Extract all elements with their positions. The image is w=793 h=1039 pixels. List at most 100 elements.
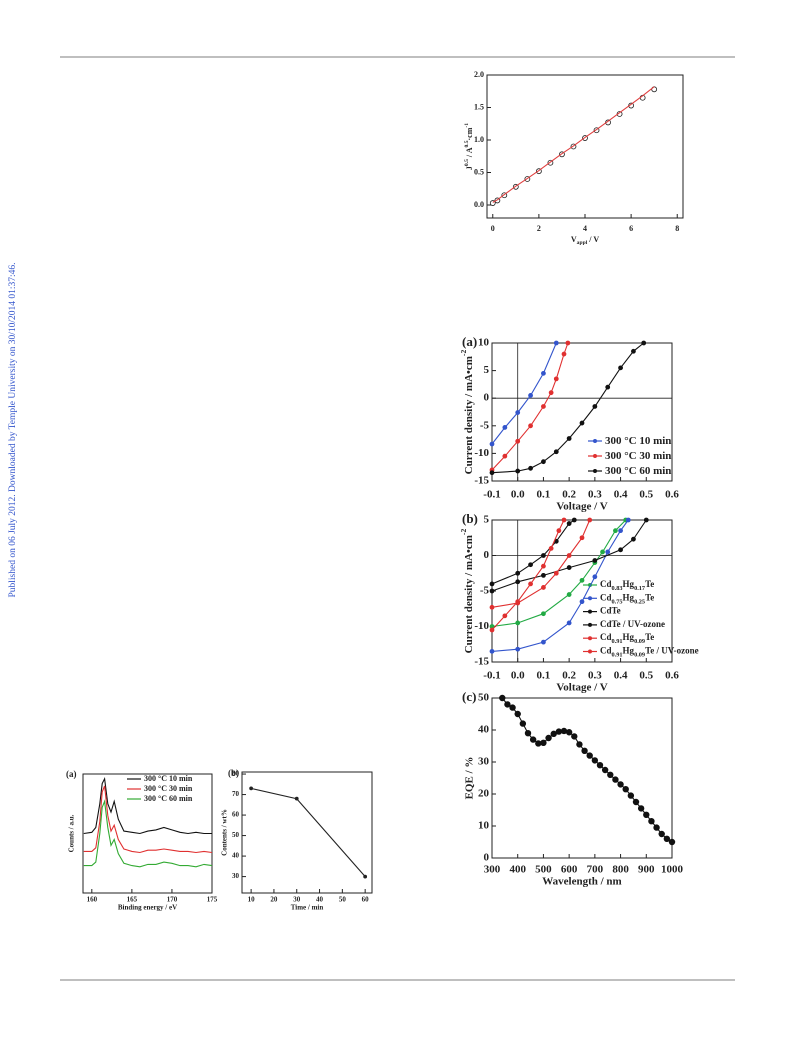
x-tick-label: 20: [270, 896, 278, 904]
y-axis-label: Current density / mA•cm-2: [459, 529, 474, 654]
data-point: [582, 135, 588, 141]
data-point: [581, 747, 588, 754]
x-tick-label: 0.5: [639, 489, 653, 501]
x-tick-label: 0.1: [537, 489, 551, 501]
data-point: [489, 588, 495, 594]
data-point: [622, 786, 629, 793]
data-point: [668, 838, 676, 846]
data-point: [587, 517, 593, 523]
data-point: [591, 757, 599, 764]
data-point: [586, 752, 593, 759]
legend-label: 300 °C 30 min: [144, 784, 193, 793]
data-point: [560, 727, 568, 735]
data-point: [566, 436, 572, 441]
data-point: [553, 570, 559, 576]
data-point: [555, 728, 563, 735]
data-point: [501, 192, 508, 199]
data-point: [528, 393, 533, 398]
x-tick-label: 0.0: [511, 670, 525, 682]
plot-frame: [491, 697, 673, 859]
data-point: [565, 729, 573, 736]
x-tick-label: 1000: [661, 864, 684, 876]
y-tick-label: -15: [474, 656, 489, 668]
y-tick-label: 5: [484, 514, 490, 526]
y-tick-label: 80: [232, 770, 240, 778]
data-point: [600, 549, 605, 555]
data-point: [613, 528, 618, 534]
x-tick-label: 300: [484, 864, 501, 876]
y-axis-label: J0.5 / A0.5·cm-1: [464, 123, 474, 170]
panel-label: (a): [462, 334, 477, 349]
data-point: [545, 734, 552, 742]
x-tick-label: 175: [207, 896, 218, 904]
y-tick-label: -5: [480, 419, 490, 431]
data-point: [617, 781, 624, 788]
data-point: [566, 620, 572, 626]
data-point: [592, 574, 598, 580]
x-tick-label: 0.6: [665, 670, 679, 682]
x-tick-label: 8: [675, 224, 679, 233]
plot-frame: [241, 771, 373, 894]
data-point: [294, 796, 299, 801]
data-point: [515, 620, 521, 626]
data-point: [548, 546, 554, 551]
data-point: [540, 739, 547, 746]
data-point: [529, 736, 537, 743]
series-line: [83, 799, 213, 868]
y-tick-label: 0: [484, 852, 490, 864]
data-point: [605, 384, 611, 390]
data-point: [515, 438, 521, 444]
data-point: [553, 340, 559, 346]
data-point: [541, 572, 546, 578]
data-point: [605, 549, 611, 555]
series-line: [501, 697, 673, 843]
data-point: [566, 565, 572, 570]
x-tick-label: 500: [535, 864, 552, 876]
data-point: [509, 704, 516, 711]
data-point: [627, 792, 635, 799]
y-axis-label: Contents / wt%: [221, 809, 229, 856]
legend-marker: [588, 609, 592, 614]
panel-label: (a): [66, 769, 77, 779]
data-point: [571, 517, 577, 523]
x-tick-label: 800: [612, 864, 629, 876]
data-point: [601, 766, 609, 774]
data-point: [592, 404, 598, 409]
x-axis-label: Time / min: [291, 904, 324, 912]
panel-label: (b): [462, 511, 478, 526]
legend-label: Cd0.75Hg0.25Te: [600, 592, 654, 605]
data-point: [524, 730, 532, 737]
legend-marker: [593, 439, 597, 443]
data-point: [566, 521, 572, 526]
data-point: [632, 798, 640, 806]
x-tick-label: 0.4: [614, 489, 628, 501]
y-tick-label: 50: [232, 831, 240, 839]
x-axis-label: Vappl / V: [571, 235, 599, 246]
series-line: [83, 785, 213, 854]
data-point: [561, 351, 567, 357]
x-tick-label: 0.0: [511, 489, 525, 501]
y-tick-label: 10: [478, 820, 490, 832]
data-point: [494, 197, 501, 204]
data-point: [489, 581, 495, 587]
y-tick-label: -10: [474, 620, 489, 632]
data-point: [519, 720, 527, 727]
data-point: [618, 365, 623, 371]
series-line: [491, 519, 591, 608]
data-point: [566, 592, 572, 597]
data-point: [515, 570, 521, 576]
x-axis-label: Voltage / V: [556, 682, 607, 694]
legend-marker: [588, 636, 592, 641]
data-point: [576, 741, 583, 748]
data-point: [249, 786, 254, 791]
data-point: [631, 536, 636, 542]
y-tick-label: 0: [484, 392, 490, 404]
legend-label: Cd0.91Hg0.09Te: [600, 632, 654, 645]
y-tick-label: -10: [474, 447, 489, 459]
data-point: [592, 558, 598, 563]
y-tick-label: 5: [484, 364, 490, 376]
x-tick-label: -0.1: [483, 670, 500, 682]
x-tick-label: 2: [537, 224, 541, 233]
data-point: [541, 370, 546, 376]
